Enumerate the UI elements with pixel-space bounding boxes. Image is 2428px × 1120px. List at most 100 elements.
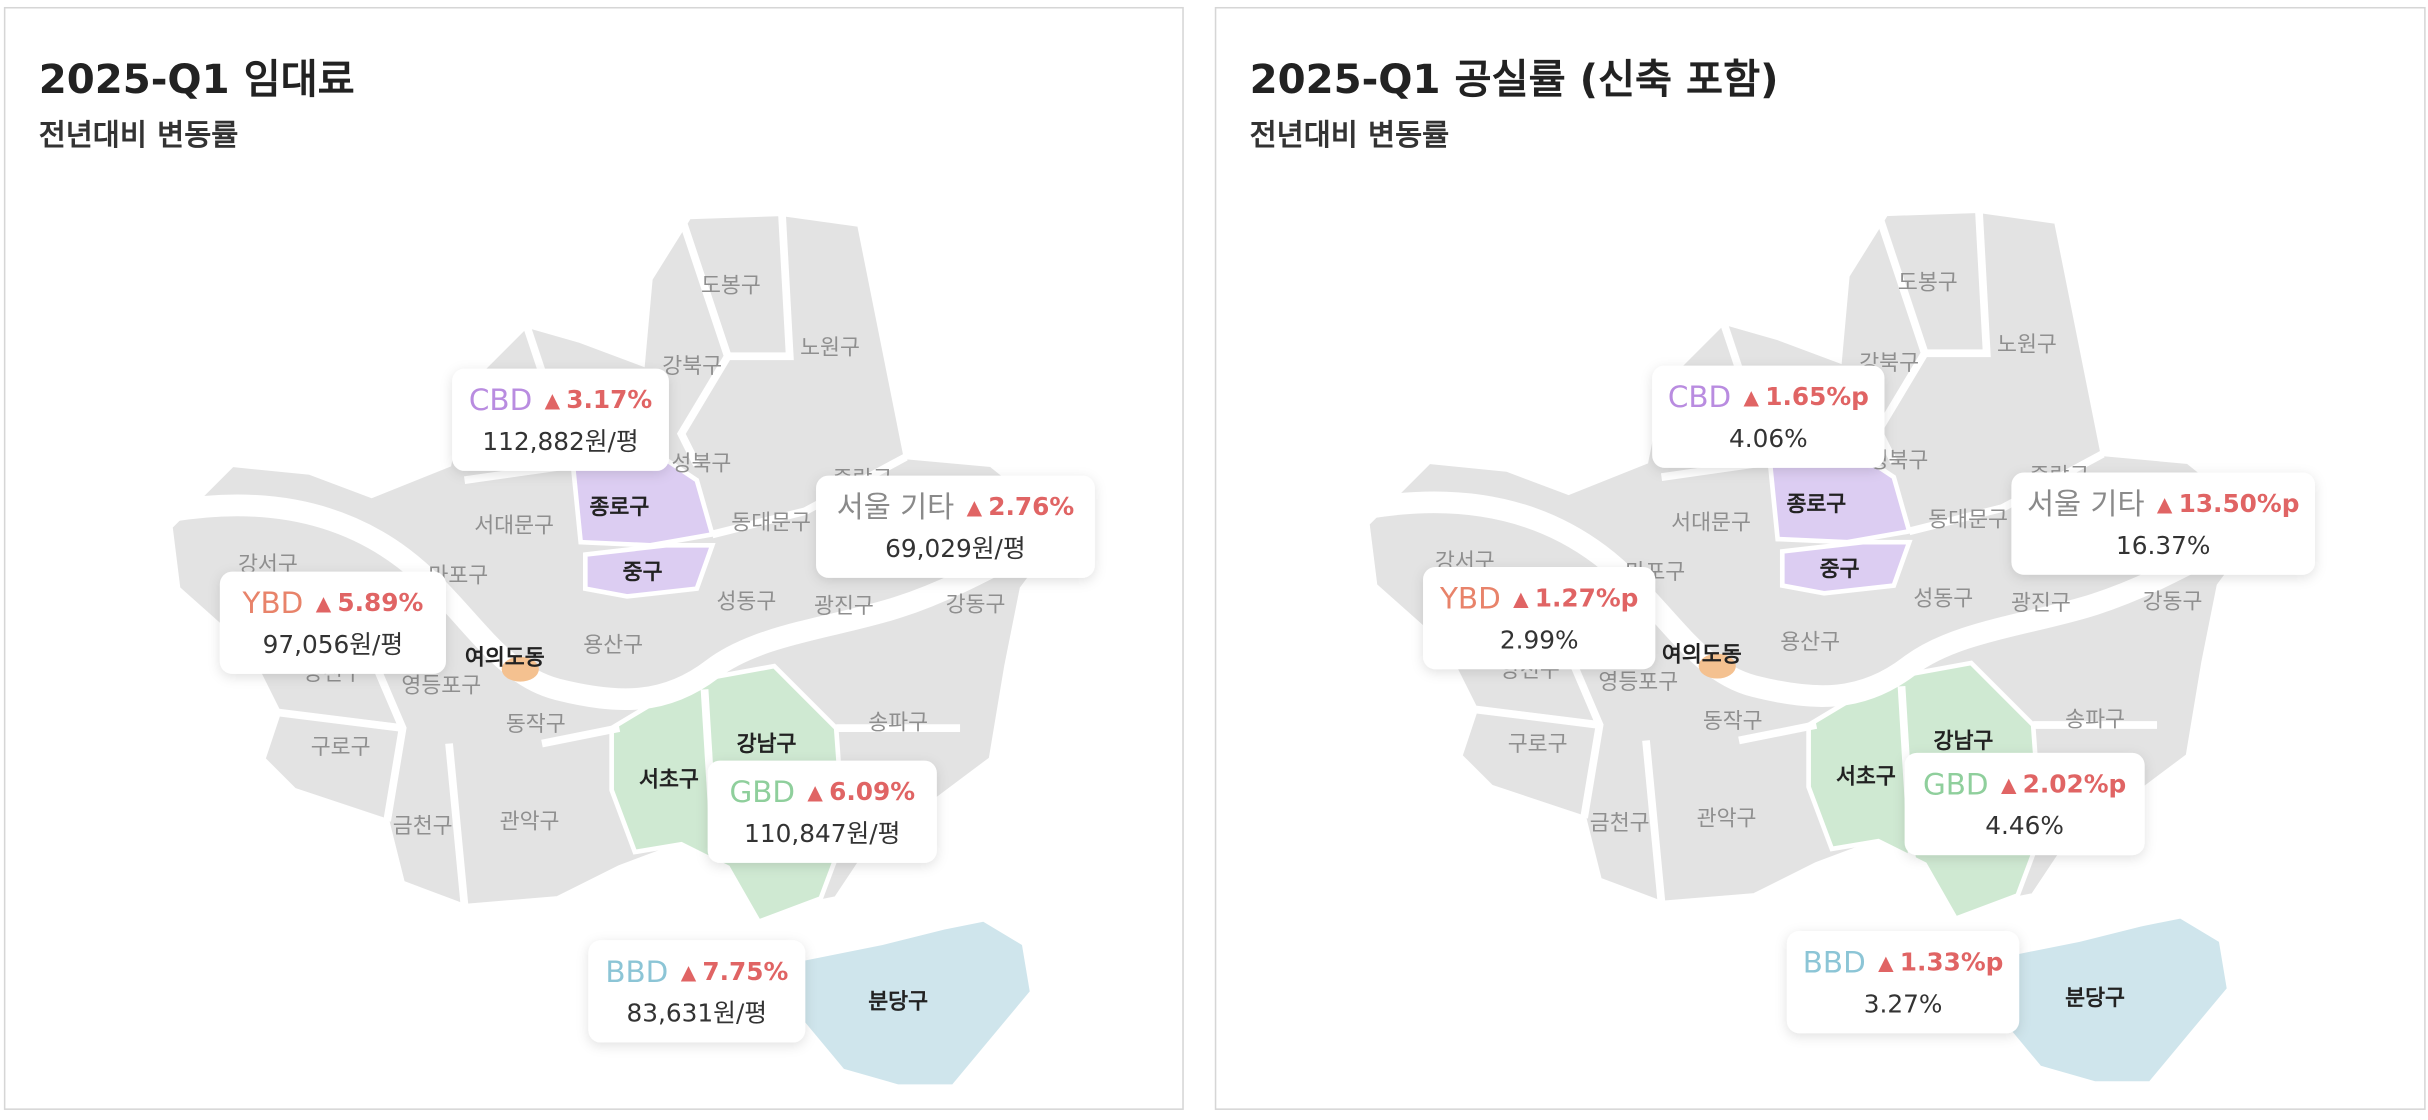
callout-box — [588, 940, 806, 1043]
region-ybd — [501, 656, 539, 682]
district-label: 중구 — [1820, 557, 1860, 582]
district-label: 종로구 — [1786, 492, 1846, 517]
district-label: 노원구 — [1997, 332, 2057, 357]
callout-header: YBD ▲ 5.89% — [242, 586, 424, 620]
region-name: BBD — [1803, 945, 1866, 979]
district-label: 서대문구 — [474, 514, 554, 539]
district-label: 영등포구 — [1598, 670, 1678, 695]
panel-subtitle: 전년대비 변동률 — [1250, 118, 1450, 152]
up-indicator: ▲ — [807, 780, 823, 804]
callout: 서울 기타 ▲ 13.50%p 16.37% — [2011, 472, 2315, 575]
callout-box — [1904, 752, 2145, 856]
callout-box — [1652, 365, 1885, 468]
river — [168, 494, 1089, 711]
region-name: CBD — [469, 383, 532, 417]
district-label: 도봉구 — [1898, 270, 1958, 295]
up-indicator: ▲ — [967, 495, 983, 519]
up-indicator: ▲ — [316, 591, 332, 615]
district-label: 서초구 — [1836, 765, 1896, 790]
callout: CBD ▲ 1.65%p 4.06% — [1652, 365, 1885, 468]
district-label: 용산구 — [583, 633, 643, 658]
district-border — [727, 213, 794, 361]
change-value: 5.89% — [337, 588, 423, 617]
callout-header: GBD ▲ 6.09% — [729, 775, 915, 809]
callout-header: 서울 기타 ▲ 13.50%p — [2027, 487, 2299, 521]
callout-header: GBD ▲ 2.02%p — [1923, 767, 2126, 801]
district-label: 금천구 — [393, 814, 453, 839]
callout-value: 3.27% — [1864, 989, 1943, 1018]
panel-title: 2025-Q1 공실률 (신축 포함) — [1250, 57, 1779, 103]
river — [1365, 491, 2286, 707]
callout: GBD ▲ 2.02%p 4.46% — [1904, 752, 2145, 856]
district-border — [1642, 740, 1666, 904]
district-border — [1908, 450, 2105, 536]
region-cbd-jung — [582, 542, 716, 599]
region-bbd — [2002, 918, 2227, 1082]
region-name: 서울 기타 — [837, 490, 955, 524]
up-indicator: ▲ — [1513, 586, 1529, 610]
district-border — [1475, 705, 1601, 729]
district-label: 성북구 — [672, 452, 732, 477]
callout: CBD ▲ 3.17% 112,882원/평 — [452, 368, 669, 471]
change-value: 13.50%p — [2179, 489, 2300, 518]
callout-header: CBD ▲ 3.17% — [469, 383, 652, 417]
up-indicator: ▲ — [1744, 385, 1760, 409]
change-value: 1.65%p — [1765, 382, 1869, 411]
region-cbd-jung — [1779, 539, 1913, 596]
callout-value: 2.99% — [1500, 625, 1579, 654]
callout-value: 69,029원/평 — [885, 534, 1026, 563]
region-name: GBD — [729, 775, 795, 809]
district-label: 강동구 — [2143, 590, 2203, 615]
district-label: 송파구 — [868, 710, 928, 735]
callout-box — [1423, 566, 1656, 670]
change-value: 2.76% — [988, 492, 1074, 521]
callout: YBD ▲ 1.27%p 2.99% — [1423, 566, 1656, 670]
callout-value: 16.37% — [2116, 531, 2210, 560]
callout-value: 83,631원/평 — [627, 999, 768, 1028]
district-label: 영등포구 — [401, 673, 481, 698]
change-value: 2.02%p — [2023, 769, 2127, 798]
district-label: 금천구 — [1590, 811, 1650, 836]
district-border — [541, 724, 621, 748]
up-indicator: ▲ — [2001, 772, 2017, 796]
callout-header: CBD ▲ 1.65%p — [1668, 380, 1869, 414]
district-label: 성동구 — [716, 590, 776, 615]
up-indicator: ▲ — [1878, 950, 1894, 974]
callout-value: 112,882원/평 — [482, 427, 638, 456]
district-border — [445, 743, 469, 907]
district-label: 관악구 — [500, 810, 560, 835]
region-bbd — [805, 921, 1030, 1085]
callout: BBD ▲ 7.75% 83,631원/평 — [588, 940, 806, 1043]
callout-value: 97,056원/평 — [263, 630, 404, 659]
district-label: 관악구 — [1697, 806, 1757, 831]
district-label: 성동구 — [1913, 586, 1973, 611]
district-label: 동대문구 — [1928, 507, 2008, 532]
district-label: 강남구 — [737, 732, 797, 757]
region-name: GBD — [1923, 767, 1989, 801]
district-label: 동작구 — [506, 712, 566, 737]
district-label: 용산구 — [1780, 630, 1840, 655]
district-label: 동작구 — [1703, 709, 1763, 734]
panel-title: 2025-Q1 임대료 — [39, 57, 355, 103]
district-label: 여의도동 — [465, 645, 545, 670]
callout-header: 서울 기타 ▲ 2.76% — [837, 490, 1075, 524]
district-label: 광진구 — [814, 594, 874, 619]
change-value: 7.75% — [702, 957, 788, 986]
district-label: 노원구 — [800, 336, 860, 361]
panel-subtitle: 전년대비 변동률 — [39, 118, 239, 152]
district-label: 구로구 — [1508, 732, 1568, 757]
region-name: YBD — [1439, 581, 1501, 615]
district-label: 동대문구 — [731, 511, 811, 536]
change-value: 1.33%p — [1900, 948, 2004, 977]
district-label: 서초구 — [639, 768, 699, 793]
callout: 서울 기타 ▲ 2.76% 69,029원/평 — [816, 475, 1095, 578]
callout-box — [707, 760, 937, 863]
up-indicator: ▲ — [2157, 492, 2173, 516]
district-label: 송파구 — [2065, 707, 2125, 732]
district-label: 여의도동 — [1662, 642, 1742, 667]
change-value: 6.09% — [829, 777, 915, 806]
district-label: 강동구 — [946, 593, 1006, 618]
district-border — [711, 453, 908, 539]
